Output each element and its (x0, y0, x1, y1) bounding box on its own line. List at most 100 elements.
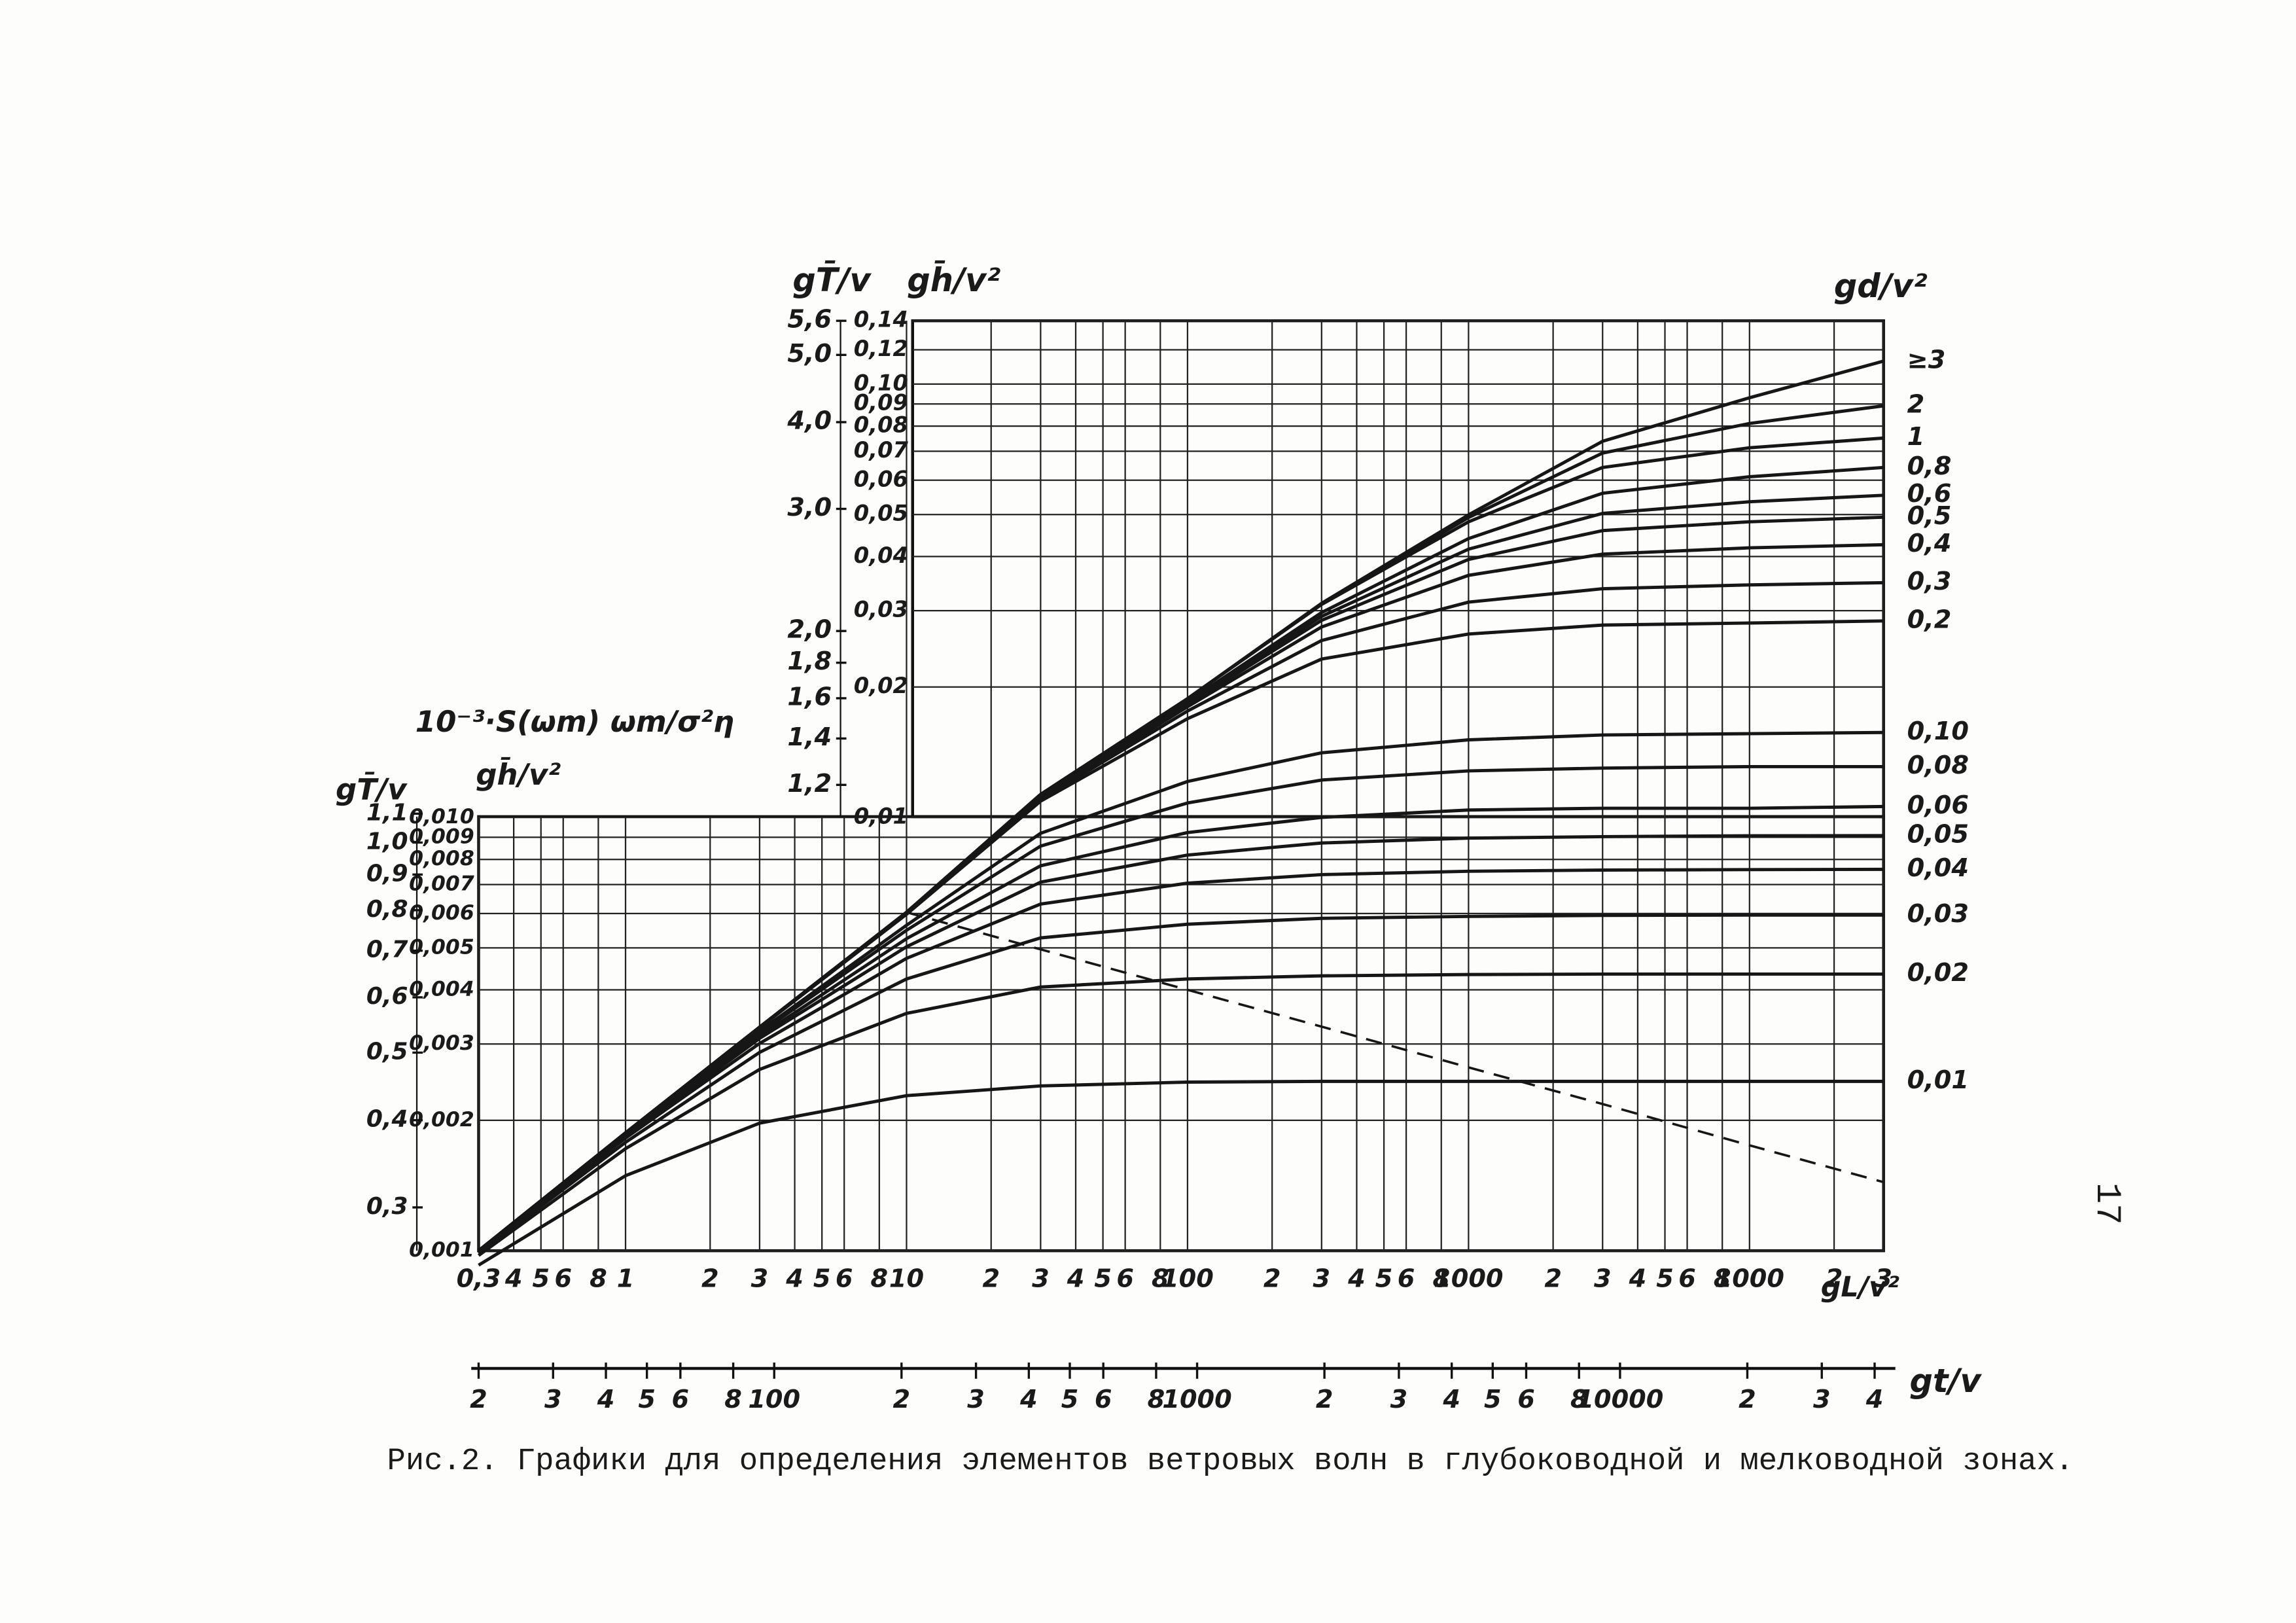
curve (477, 913, 1884, 1255)
series-label: 0,06 (1907, 791, 1969, 820)
x-tick-label: 1 (617, 1265, 635, 1294)
x-tick-label: 4 (785, 1265, 804, 1294)
y-tick-label: 0,009 (409, 825, 474, 848)
y-axis-label-lower: gh̄/v² (476, 757, 561, 792)
x2-tick-label: 6 (1095, 1385, 1112, 1414)
x-tick-label: 2 (1263, 1265, 1281, 1294)
y-tick-label: 0,07 (854, 437, 909, 463)
x-tick-label: 4 (1067, 1265, 1085, 1294)
frame-upper (911, 319, 1885, 819)
page-number: 17 (2087, 1183, 2127, 1225)
x-tick-label: 5 (1094, 1265, 1112, 1294)
x2-tick-label: 8 (1148, 1385, 1165, 1414)
x-tick-label: 5 (813, 1265, 831, 1294)
y-tick-label: 0,01 (854, 804, 908, 829)
t-tick-label: 1,2 (787, 770, 832, 798)
x2-tick-label: 2 (893, 1385, 911, 1414)
y-tick-label: 0,010 (409, 805, 474, 829)
t-tick-label: 0,3 (366, 1193, 408, 1220)
x-tick-label: 6 (554, 1265, 572, 1294)
x-tick-label: 2 (1544, 1265, 1562, 1294)
curve (477, 867, 1884, 1254)
y-tick-label: 0,04 (854, 543, 908, 568)
y-tick-label: 0,08 (854, 412, 908, 438)
t-tick-label: 5,6 (787, 306, 832, 334)
x-tick-label: 3 (1313, 1265, 1331, 1294)
x-tick-label: 2 (1826, 1265, 1843, 1294)
series-axis-label: gd/v² (1834, 267, 1928, 305)
x2-tick-label: 1000 (1162, 1385, 1231, 1414)
y-tick-label: 0,12 (854, 336, 908, 361)
x-tick-label: 3 (751, 1265, 769, 1294)
t-tick-label: 1,1 (366, 799, 408, 826)
t-tick-label: 0,6 (366, 983, 408, 1010)
x2-tick-label: 5 (638, 1385, 656, 1414)
x-tick-label: 5 (1375, 1265, 1393, 1294)
series-label: 0,2 (1907, 605, 1952, 634)
x-tick-label: 4 (1347, 1265, 1366, 1294)
x2-axis-label: gt/v (1909, 1362, 1982, 1400)
x-tick-label: 0,3 (457, 1265, 501, 1294)
t-tick-label: 3,0 (787, 493, 832, 522)
x2-tick-label: 10000 (1576, 1385, 1663, 1414)
x-tick-label: 1000 (1434, 1265, 1503, 1294)
series-label: ≥3 (1907, 346, 1946, 374)
x-tick-label: 3 (1875, 1265, 1892, 1294)
y-tick-label: 0,09 (854, 390, 908, 416)
x-tick-label: 6 (1116, 1265, 1134, 1294)
y-tick-label: 0,02 (854, 673, 908, 698)
x-tick-label: 8 (1152, 1265, 1169, 1294)
x-tick-label: 5 (1656, 1265, 1674, 1294)
x-tick-label: 2 (701, 1265, 719, 1294)
series-label: 10⁻³·S(ωm) ωm/σ²η (415, 704, 734, 739)
t-axis-label-lower: gT̄/v (336, 771, 408, 806)
t-axis-label: gT̄/v (792, 260, 872, 299)
x-tick-label: 10 (889, 1265, 924, 1294)
x-tick-label: 4 (1629, 1265, 1647, 1294)
x2-tick-label: 100 (748, 1385, 800, 1414)
x-tick-label: 5 (532, 1265, 550, 1294)
curve (477, 436, 1884, 1253)
series-label: 0,6 (1907, 480, 1952, 508)
x2-tick-label: 3 (967, 1385, 985, 1414)
t-tick-label: 2,0 (787, 616, 832, 645)
curve (478, 1079, 1884, 1267)
t-tick-label: 1,6 (787, 683, 832, 711)
curve (477, 619, 1884, 1253)
curve (477, 493, 1884, 1253)
series-label: 0,04 (1907, 854, 1969, 883)
t-tick-label: 0,8 (366, 896, 408, 923)
y-tick-label: 0,008 (409, 847, 474, 870)
series-label: 0,03 (1907, 900, 1969, 929)
series-label: 0,08 (1907, 751, 1969, 780)
x2-tick-label: 4 (597, 1385, 615, 1414)
t-tick-label: 0,7 (366, 936, 408, 963)
series-label: 0,8 (1907, 452, 1952, 481)
y-tick-label: 0,06 (854, 466, 908, 491)
series-label: 0,02 (1907, 959, 1969, 988)
x-tick-label: 8 (871, 1265, 889, 1294)
t-tick-label: 1,8 (787, 647, 832, 676)
y-tick-label: 0,005 (409, 935, 474, 959)
x-tick-label: 6 (1398, 1265, 1415, 1294)
x-axis-label: gL/v² (1821, 1271, 1899, 1304)
x-tick-label: 8 (1714, 1265, 1731, 1294)
curve (478, 972, 1884, 1257)
y-tick-label: 0,10 (854, 370, 908, 395)
x-tick-label: 6 (836, 1265, 853, 1294)
y-tick-label: 0,007 (409, 872, 474, 896)
x-tick-label: 4 (504, 1265, 523, 1294)
x2-tick-label: 8 (724, 1385, 742, 1414)
series-label: 0,10 (1907, 717, 1969, 746)
x-tick-label: 6 (1678, 1265, 1696, 1294)
x2-tick-label: 4 (1865, 1385, 1884, 1414)
x2-tick-label: 3 (1813, 1385, 1831, 1414)
y-tick-label: 0,003 (409, 1031, 474, 1055)
x2-tick-label: 3 (544, 1385, 562, 1414)
x2-tick-label: 4 (1442, 1385, 1460, 1414)
t-tick-label: 0,9 (366, 860, 408, 887)
series-label: 0,05 (1907, 820, 1969, 849)
x2-tick-label: 3 (1390, 1385, 1408, 1414)
